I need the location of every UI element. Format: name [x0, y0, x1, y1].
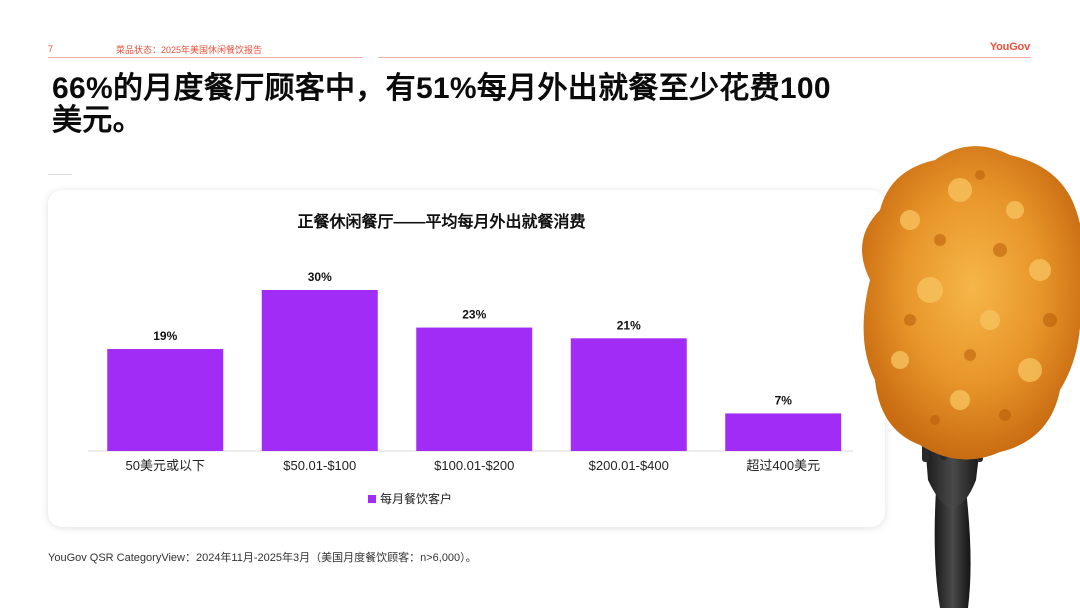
report-name: 菜品状态：2025年美国休闲餐饮报告 — [116, 45, 263, 55]
bar — [416, 327, 533, 451]
bar-chart: 19% 30% 23% 21% 7% 50美元或以下 $50.01-$100 $100.01… — [88, 270, 853, 473]
page-title: 66%的月度餐厅顾客中，有51%每月外出就餐至少花费100美元。 — [52, 72, 831, 137]
tick-labels-group: 50美元或以下 $50.01-$100 $100.01-$200 $200.01-$4… — [126, 458, 821, 473]
source-note: YouGov QSR CategoryView：2024年11月-2025年3月… — [48, 552, 477, 564]
fork-handle — [934, 490, 971, 608]
data-label: 23% — [462, 308, 486, 322]
data-label: 19% — [153, 329, 177, 343]
bar — [107, 349, 224, 451]
divider-mark — [48, 174, 72, 175]
bar — [725, 413, 842, 451]
data-label: 30% — [308, 270, 332, 284]
x-tick-label: 50美元或以下 — [126, 458, 205, 473]
chart-title-text: 正餐休闲餐厅——平均每月外出就餐消费 — [297, 214, 586, 231]
bars-group — [107, 290, 842, 451]
header-rule-left — [48, 57, 363, 58]
legend: 每月餐饮客户 — [368, 490, 452, 507]
data-labels-group: 19% 30% 23% 21% 7% — [153, 270, 792, 407]
legend-label: 每月餐饮客户 — [380, 492, 453, 506]
fried-chicken-on-fork-photo — [862, 146, 1080, 608]
header-rule-right — [378, 57, 1031, 58]
yougov-logo: YouGov — [989, 41, 1030, 53]
x-tick-label: $50.01-$100 — [283, 458, 356, 473]
data-label: 21% — [617, 318, 641, 332]
x-tick-label: 超过400美元 — [746, 458, 820, 473]
bar — [261, 290, 378, 451]
chart-card: 正餐休闲餐厅——平均每月外出就餐消费 19% 30% 23% 21% 7% 50美元或以… — [48, 190, 885, 527]
bar — [570, 338, 687, 451]
page-number: 7 — [48, 44, 54, 54]
x-tick-label: $100.01-$200 — [434, 458, 514, 473]
legend-swatch — [368, 494, 376, 503]
data-label: 7% — [775, 393, 793, 407]
chart-title: 正餐休闲餐厅——平均每月外出就餐消费 — [48, 208, 885, 232]
x-tick-label: $200.01-$400 — [589, 458, 669, 473]
